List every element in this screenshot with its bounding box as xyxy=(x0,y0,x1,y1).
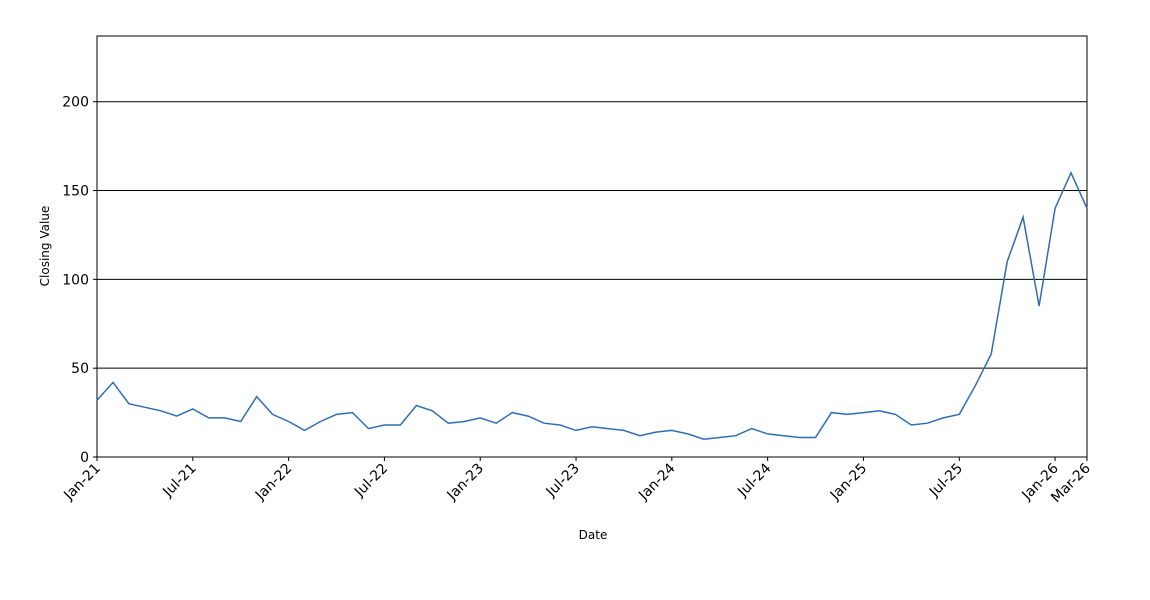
x-axis-label: Date xyxy=(579,528,608,542)
y-tick-label: 150 xyxy=(62,184,89,200)
x-tick-label: Jul-23 xyxy=(543,461,583,501)
x-tick-label: Jul-21 xyxy=(159,461,199,501)
y-axis-label: Closing Value xyxy=(38,206,52,287)
x-tick-label: Jan-25 xyxy=(827,461,870,504)
x-tick-label: Jan-23 xyxy=(444,461,487,504)
y-tick-label: 50 xyxy=(71,361,89,377)
x-tick-label: Jan-24 xyxy=(635,460,679,504)
series-line xyxy=(96,170,1088,440)
x-tick-label: Jan-22 xyxy=(252,461,295,504)
x-tick-label: Jul-24 xyxy=(734,460,774,500)
y-tick-label: 200 xyxy=(62,95,89,111)
x-tick-label: Jul-25 xyxy=(926,461,966,501)
y-tick-label: 100 xyxy=(62,272,89,288)
x-tick-label: Jul-22 xyxy=(351,461,391,501)
plot-frame xyxy=(96,35,1088,458)
x-tick-label: Jan-21 xyxy=(60,461,103,504)
y-tick-label: 0 xyxy=(80,450,89,466)
